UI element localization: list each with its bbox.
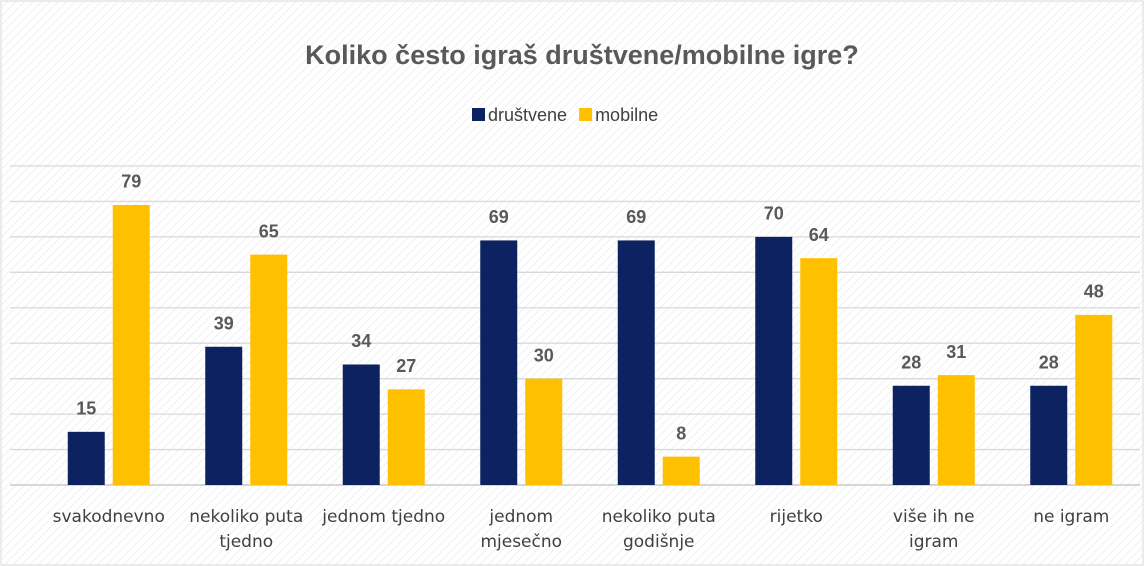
bar	[480, 240, 518, 485]
data-label: 34	[351, 331, 371, 351]
data-label: 31	[946, 342, 966, 362]
data-label: 15	[76, 399, 96, 419]
data-label: 48	[1084, 282, 1104, 302]
data-label: 27	[396, 356, 416, 376]
legend-label: društvene	[488, 105, 567, 125]
bar	[342, 364, 380, 485]
chart-title: Koliko često igraš društvene/mobilne igr…	[305, 40, 859, 70]
x-tick-label: rijetko	[769, 507, 823, 527]
bar	[1075, 314, 1113, 485]
data-label: 79	[121, 172, 141, 192]
bar	[800, 258, 838, 485]
data-label: 70	[764, 204, 784, 224]
data-label: 28	[1039, 353, 1059, 373]
bar	[250, 254, 288, 485]
x-tick-label: nekoliko puta tjedno	[189, 507, 304, 552]
data-label: 69	[626, 207, 646, 227]
bar	[662, 456, 700, 485]
x-tick-label: više ih ne igram	[892, 507, 975, 552]
x-tick-label: ne igram	[1033, 507, 1110, 527]
x-tick-label: nekoliko puta godišnje	[601, 507, 716, 552]
bar	[617, 240, 655, 485]
data-label: 39	[214, 314, 234, 334]
bar	[112, 204, 150, 485]
data-label: 64	[809, 225, 829, 245]
bar	[67, 431, 105, 485]
data-label: 69	[489, 207, 509, 227]
bar	[525, 378, 563, 485]
data-label: 30	[534, 345, 554, 365]
bar	[755, 236, 793, 485]
data-label: 8	[676, 423, 686, 443]
data-label: 28	[901, 353, 921, 373]
bar	[387, 389, 425, 485]
bar	[937, 375, 975, 485]
x-tick-label: jednom mjesečno	[480, 507, 563, 552]
bar	[1030, 385, 1068, 485]
legend-swatch	[472, 108, 485, 121]
data-label: 65	[259, 221, 279, 241]
legend-swatch	[579, 108, 593, 121]
bar	[205, 346, 243, 485]
x-tick-label: svakodnevno	[52, 507, 165, 527]
legend-label: mobilne	[595, 105, 658, 125]
x-tick-label: jednom tjedno	[322, 507, 446, 527]
bar	[892, 385, 930, 485]
